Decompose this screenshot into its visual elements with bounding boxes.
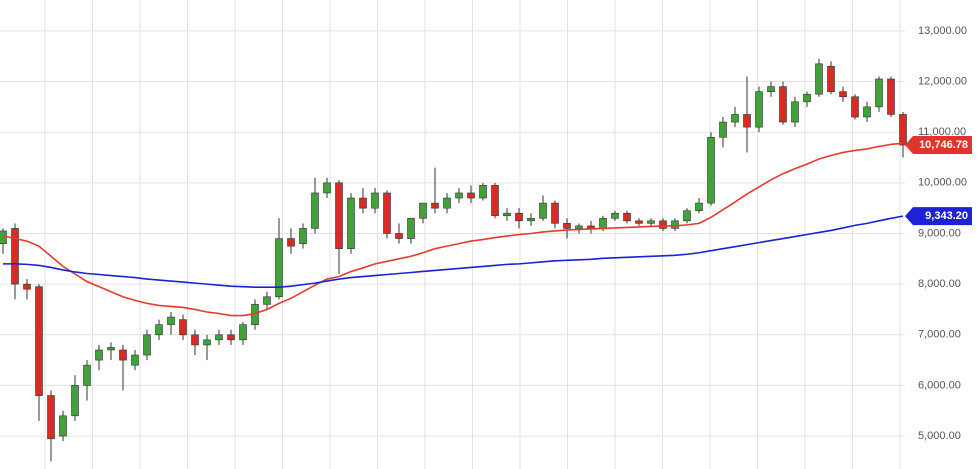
candle-body [383,192,391,234]
candle-body [671,220,679,229]
candle-body [791,101,799,123]
candle-body [143,334,151,356]
candle-body [431,202,439,209]
candle-body [515,212,523,222]
candle-body [827,66,835,92]
candle-body [887,78,895,115]
candle-body [227,334,235,341]
candle-body [155,324,163,336]
candle-body [287,238,295,247]
candle-body [407,217,415,239]
candle-body [491,185,499,217]
candle-body [635,220,643,224]
candle-body [71,385,79,417]
y-tick-label: 5,000.00 [918,430,961,442]
candle-body [323,182,331,194]
candle-body [23,283,31,290]
ma-line [2,142,904,317]
price-tag: 9,343.20 [905,207,972,226]
candle-body [455,192,463,199]
y-tick-label: 12,000.00 [918,75,967,87]
candle-body [767,86,775,92]
price-tag-box [905,207,972,226]
candle-body [659,220,667,229]
candle-body [59,415,67,437]
candle-body [395,233,403,239]
candle-body [359,197,367,209]
candle-body [611,212,619,219]
y-tick-label: 10,000.00 [918,177,967,189]
candle-body [371,192,379,209]
candle-body [83,364,91,386]
candle-body [239,324,247,341]
candle-body [743,114,751,128]
y-tick-label: 9,000.00 [918,227,961,239]
y-tick-label: 8,000.00 [918,278,961,290]
y-tick-label: 7,000.00 [918,329,961,341]
candle-body [623,212,631,222]
candle-body [647,220,655,224]
candle-body [719,121,727,138]
candle-body [167,316,175,325]
candle-body [275,238,283,298]
price-tag-label: 9,343.20 [925,210,968,222]
candle-body [299,228,307,244]
candle-body [803,93,811,103]
candle-body [851,96,859,118]
candle-body [731,114,739,123]
y-tick-label: 13,000.00 [918,25,967,37]
candle-body [695,202,703,211]
candle-body [203,339,211,346]
candle-body [527,217,535,222]
candle-body [755,91,763,128]
candle-body [131,354,139,366]
candle-body [263,296,271,305]
candle-body [95,349,103,361]
price-tag-box [905,136,972,155]
candle-body [551,202,559,224]
candle-body [107,347,115,351]
candle-body [479,185,487,199]
price-tag-label: 10,746.78 [919,139,968,151]
candle-body [839,91,847,98]
price-tag: 10,746.78 [905,136,972,155]
candle-body [443,197,451,209]
candle-body [215,334,223,341]
candle-body [683,210,691,222]
candle-body [47,395,55,439]
candle-body [575,225,583,229]
candle-body [899,114,907,146]
candle-body [707,136,715,204]
candle-body [191,334,199,346]
candle-body [599,217,607,229]
candle-body [539,202,547,219]
candle-body [335,182,343,249]
candle-body [419,202,427,219]
candle-body [779,86,787,123]
candle-body [179,319,187,336]
candle-body [563,223,571,229]
candle-body [119,349,127,361]
candle-body [11,228,19,285]
candle-body [815,63,823,95]
candle-body [467,192,475,199]
candle-body [311,192,319,229]
ma-line [3,215,904,288]
candle-body [35,286,43,396]
y-tick-label: 11,000.00 [918,126,966,138]
y-tick-label: 6,000.00 [918,379,961,391]
candle-body [347,197,355,249]
candle-body [503,212,511,217]
candle-body [863,106,871,118]
candle-body [875,78,883,108]
